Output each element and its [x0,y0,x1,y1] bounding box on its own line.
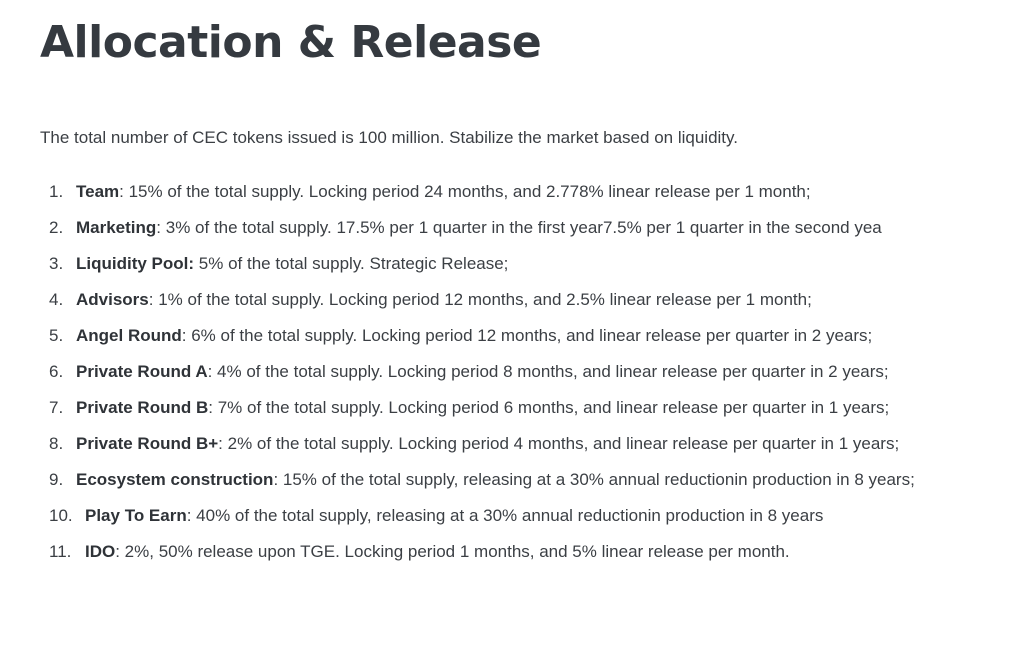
list-item-text: : 15% of the total supply. Locking perio… [119,182,811,201]
intro-paragraph: The total number of CEC tokens issued is… [40,128,738,147]
list-item-text: : 40% of the total supply, releasing at … [186,506,824,525]
list-item-name: Marketing [76,218,157,237]
list-item-name: Advisors [76,290,149,309]
list-item-text: : 3% of the total supply. 17.5% per 1 qu… [156,218,882,237]
list-item: 2. Marketing: 3% of the total supply. 17.… [40,214,1000,241]
list-item-text: : 2%, 50% release upon TGE. Locking peri… [115,542,790,561]
list-item-text: 5% of the total supply. Strategic Releas… [194,254,509,273]
list-item: 3. Liquidity Pool: 5% of the total supply… [40,250,1000,277]
list-item-number: 5. [49,326,64,345]
list-item: 7. Private Round B: 7% of the total suppl… [40,394,1000,421]
list-item-number: 6. [49,362,64,381]
list-item: 11. IDO: 2%, 50% release upon TGE. Lockin… [40,538,1000,565]
list-item: 1. Team: 15% of the total supply. Locking… [40,178,1000,205]
allocation-list: 1. Team: 15% of the total supply. Locking… [40,178,1000,574]
list-item-text: : 1% of the total supply. Locking period… [148,290,812,309]
list-item: 8. Private Round B+: 2% of the total supp… [40,430,976,457]
list-item-name: Team [76,182,120,201]
list-item-number: 1. [49,182,64,201]
list-item-number: 2. [49,218,64,237]
list-item-number: 3. [49,254,64,273]
list-item-number: 4. [49,290,64,309]
list-item: 6. Private Round A: 4% of the total suppl… [40,358,1000,385]
list-item-name: Play To Earn [85,506,187,525]
list-item-name: Private Round B+ [76,434,219,453]
list-item-text: : 15% of the total supply, releasing at … [273,470,915,489]
list-item-name: Liquidity Pool: [76,254,195,273]
list-item-number: 7. [49,398,64,417]
page-title: Allocation & Release [40,17,542,68]
list-item: 9. Ecosystem construction: 15% of the tot… [40,466,976,493]
list-item-number: 9. [49,470,64,489]
list-item-text: : 6% of the total supply. Locking period… [181,326,873,345]
list-item-name: Private Round A [76,362,208,381]
list-item-text: : 4% of the total supply. Locking period… [207,362,889,381]
list-item-number: 10. [49,506,73,525]
list-item-number: 8. [49,434,64,453]
list-item: 10. Play To Earn: 40% of the total supply… [40,502,1000,529]
list-item-number: 11. [49,542,72,561]
list-item: 4. Advisors: 1% of the total supply. Lock… [40,286,1000,313]
list-item: 5. Angel Round: 6% of the total supply. L… [40,322,1000,349]
list-item-text: : 2% of the total supply. Locking period… [218,434,900,453]
list-item-name: Ecosystem construction [76,470,274,489]
list-item-name: Angel Round [76,326,182,345]
list-item-text: : 7% of the total supply. Locking period… [208,398,890,417]
list-item-name: IDO [85,542,116,561]
list-item-name: Private Round B [76,398,209,417]
